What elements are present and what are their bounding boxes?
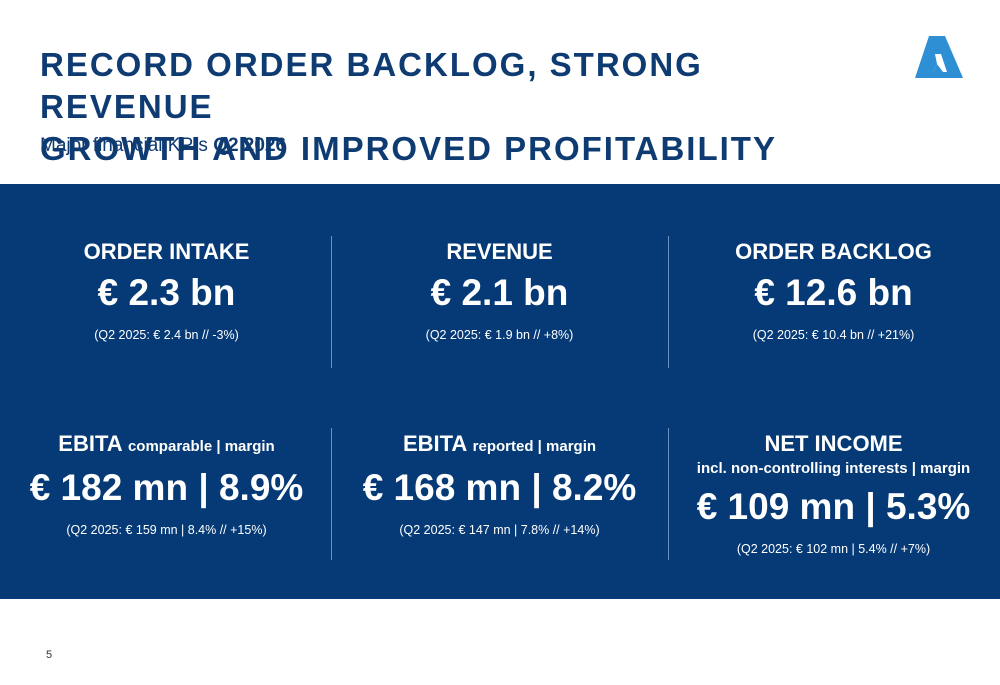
company-logo-icon bbox=[915, 36, 963, 78]
kpi-order-backlog: ORDER BACKLOG € 12.6 bn (Q2 2025: € 10.4… bbox=[667, 239, 1000, 343]
kpi-comparison: (Q2 2025: € 2.4 bn // -3%) bbox=[94, 328, 239, 342]
kpi-label-suffix: reported | margin bbox=[472, 438, 597, 455]
kpi-comparison: (Q2 2025: € 147 mn | 7.8% // +14%) bbox=[399, 523, 600, 537]
kpi-label: EBITA reported | margin bbox=[333, 431, 666, 460]
kpi-value: € 182 mn | 8.9% bbox=[29, 467, 304, 508]
kpi-ebita-comparable: EBITA comparable | margin € 182 mn | 8.9… bbox=[0, 431, 333, 538]
kpi-label: ORDER INTAKE bbox=[83, 239, 250, 264]
kpi-comparison: (Q2 2025: € 102 mn | 5.4% // +7%) bbox=[736, 542, 931, 556]
page-title-line-2: GROWTH AND IMPROVED PROFITABILITY bbox=[40, 130, 777, 167]
kpi-label-suffix: comparable | margin bbox=[127, 438, 275, 455]
kpi-value: € 109 mn | 5.3% bbox=[696, 486, 971, 527]
subtitle-text: Major financial KPIs bbox=[40, 135, 208, 156]
kpi-value: € 168 mn | 8.2% bbox=[362, 467, 637, 508]
column-divider bbox=[331, 236, 332, 368]
kpi-comparison: (Q2 2025: € 10.4 bn // +21%) bbox=[752, 328, 915, 342]
kpi-value: € 12.6 bn bbox=[754, 272, 913, 313]
page-subtitle: Major financial KPIs Q2 2026 bbox=[40, 134, 286, 158]
page-number: 5 bbox=[46, 649, 53, 661]
kpi-label: NET INCOME bbox=[764, 431, 903, 456]
kpi-label-main: EBITA bbox=[58, 431, 122, 456]
kpi-sublabel: incl. non-controlling interests | margin bbox=[696, 460, 971, 477]
column-divider bbox=[668, 236, 669, 368]
kpi-order-intake: ORDER INTAKE € 2.3 bn (Q2 2025: € 2.4 bn… bbox=[0, 239, 333, 343]
kpi-comparison: (Q2 2025: € 1.9 bn // +8%) bbox=[425, 328, 574, 342]
kpi-revenue: REVENUE € 2.1 bn (Q2 2025: € 1.9 bn // +… bbox=[333, 239, 666, 343]
subtitle-period: Q2 2026 bbox=[213, 135, 287, 156]
kpi-value: € 2.1 bn bbox=[430, 272, 569, 313]
column-divider bbox=[331, 428, 332, 560]
page-title-line-1: RECORD ORDER BACKLOG, STRONG REVENUE bbox=[40, 46, 703, 125]
kpi-label: ORDER BACKLOG bbox=[735, 239, 932, 264]
page-title: RECORD ORDER BACKLOG, STRONG REVENUE GRO… bbox=[40, 44, 860, 170]
kpi-net-income: NET INCOME incl. non-controlling interes… bbox=[667, 431, 1000, 557]
kpi-comparison: (Q2 2025: € 159 mn | 8.4% // +15%) bbox=[66, 523, 267, 537]
column-divider bbox=[668, 428, 669, 560]
kpi-label-main: EBITA bbox=[402, 431, 467, 456]
kpi-label: EBITA comparable | margin bbox=[0, 431, 333, 460]
kpi-panel: ORDER INTAKE € 2.3 bn (Q2 2025: € 2.4 bn… bbox=[0, 184, 1000, 599]
kpi-value: € 2.3 bn bbox=[97, 272, 236, 313]
kpi-ebita-reported: EBITA reported | margin € 168 mn | 8.2% … bbox=[333, 431, 666, 538]
kpi-label: REVENUE bbox=[446, 239, 553, 264]
